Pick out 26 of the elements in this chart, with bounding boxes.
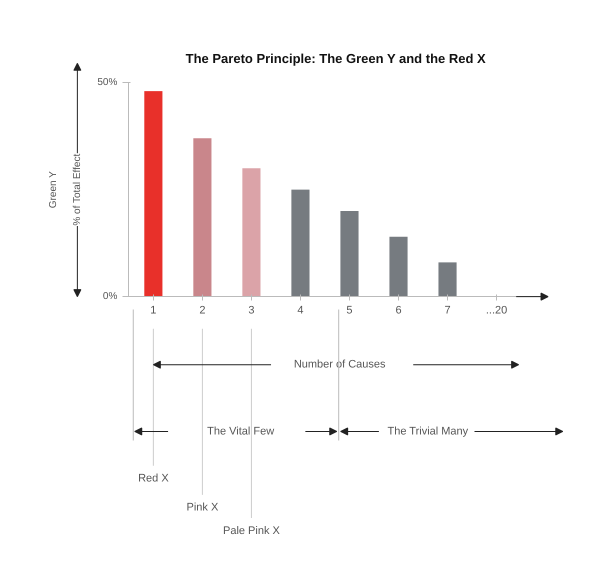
bar — [438, 262, 457, 297]
text: The Vital Few — [207, 425, 274, 438]
x-tick-label: 2 — [199, 304, 206, 317]
text: The Trivial Many — [387, 425, 469, 438]
x-tick-label: 6 — [395, 304, 402, 317]
x-tick-label: 4 — [297, 304, 304, 317]
annotation: Red X — [138, 472, 170, 485]
y-tick-label: 50% — [97, 77, 118, 88]
x-tick-label: 5 — [346, 304, 353, 317]
text: Green Y — [48, 170, 59, 208]
x-axis-title: Number of Causes — [294, 358, 386, 371]
bar — [242, 168, 260, 297]
x-tick-label: 3 — [248, 304, 254, 317]
annotation: Pale Pink X — [222, 524, 281, 537]
bar — [389, 236, 408, 297]
x-tick-label: 1 — [150, 304, 156, 317]
bar — [144, 91, 162, 297]
bar — [193, 138, 212, 297]
annotation: Pink X — [186, 502, 219, 514]
x-tick-label: ...20 — [486, 304, 508, 317]
y-tick-label: 0% — [102, 291, 118, 302]
bar — [291, 190, 310, 297]
chart-title: The Pareto Principle: The Green Y and the Red X — [186, 51, 486, 66]
y-axis-title: % of Total Effect — [72, 154, 83, 226]
x-tick-label: 7 — [444, 304, 451, 317]
bar — [340, 211, 359, 297]
